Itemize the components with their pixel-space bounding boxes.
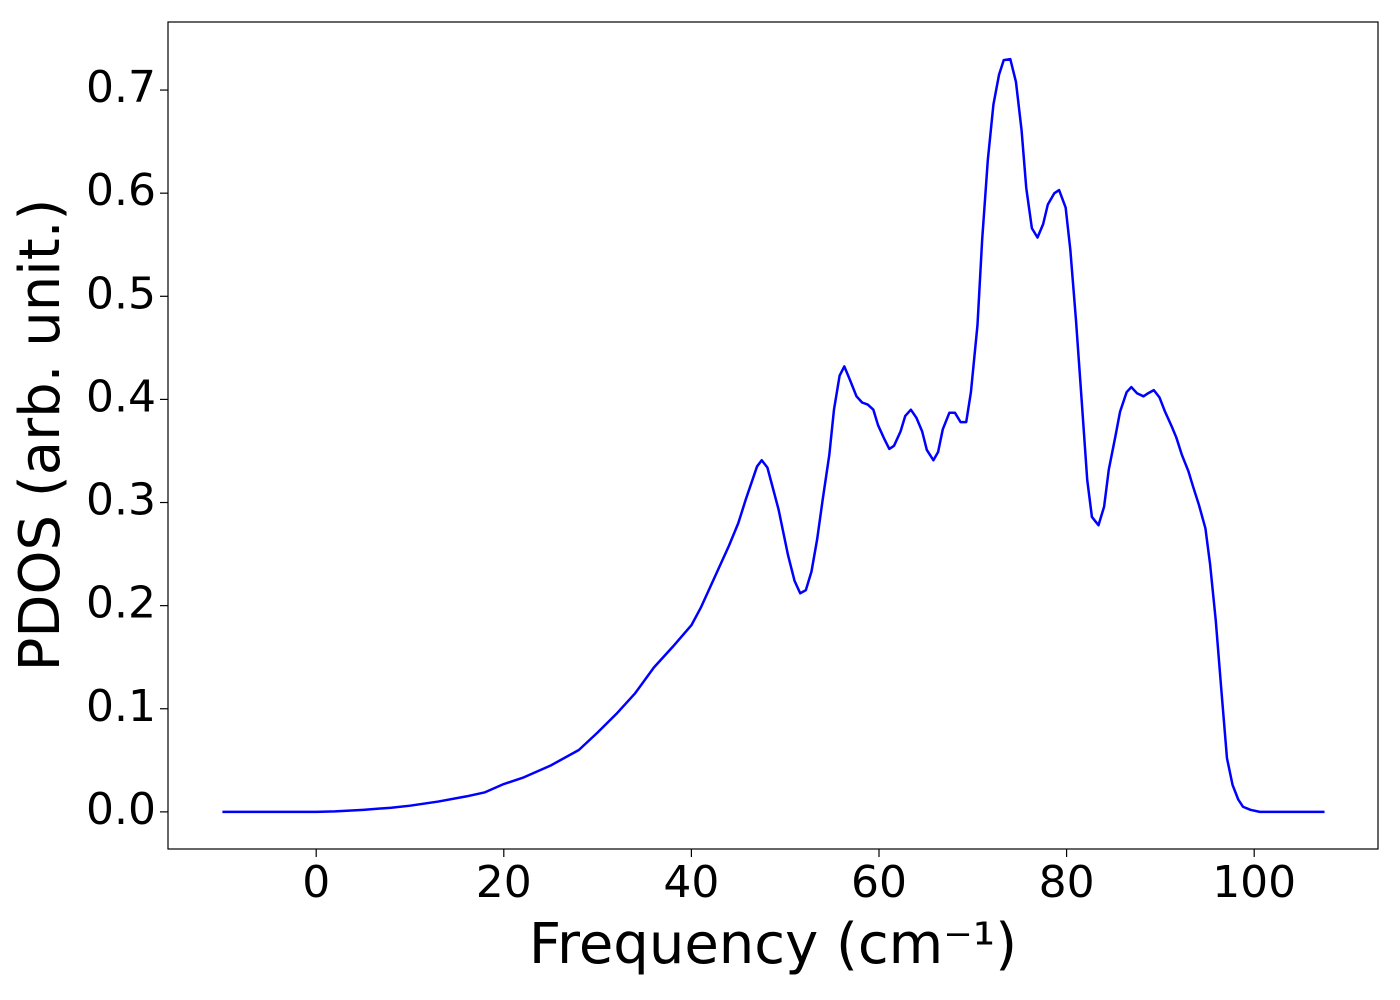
y-tick-label: 0.4 — [86, 371, 156, 422]
x-tick-label: 0 — [302, 857, 330, 908]
y-tick-label: 0.0 — [86, 784, 156, 835]
x-tick-label: 60 — [851, 857, 907, 908]
data-line — [222, 57, 1325, 814]
x-tick-label: 100 — [1212, 857, 1296, 908]
x-axis-label: Frequency (cm⁻¹) — [529, 912, 1017, 977]
y-tick-label: 0.2 — [86, 578, 156, 629]
y-tick-label: 0.6 — [86, 165, 156, 216]
y-axis-label: PDOS (arb. unit.) — [8, 199, 73, 672]
x-tick-label: 80 — [1039, 857, 1095, 908]
x-tick-label: 40 — [663, 857, 719, 908]
plot-frame — [167, 21, 1379, 850]
y-tick-label: 0.7 — [86, 62, 156, 113]
y-tick-label: 0.5 — [86, 268, 156, 319]
y-tick-label: 0.1 — [86, 681, 156, 732]
y-tick-label: 0.3 — [86, 475, 156, 526]
x-tick-label: 20 — [476, 857, 532, 908]
